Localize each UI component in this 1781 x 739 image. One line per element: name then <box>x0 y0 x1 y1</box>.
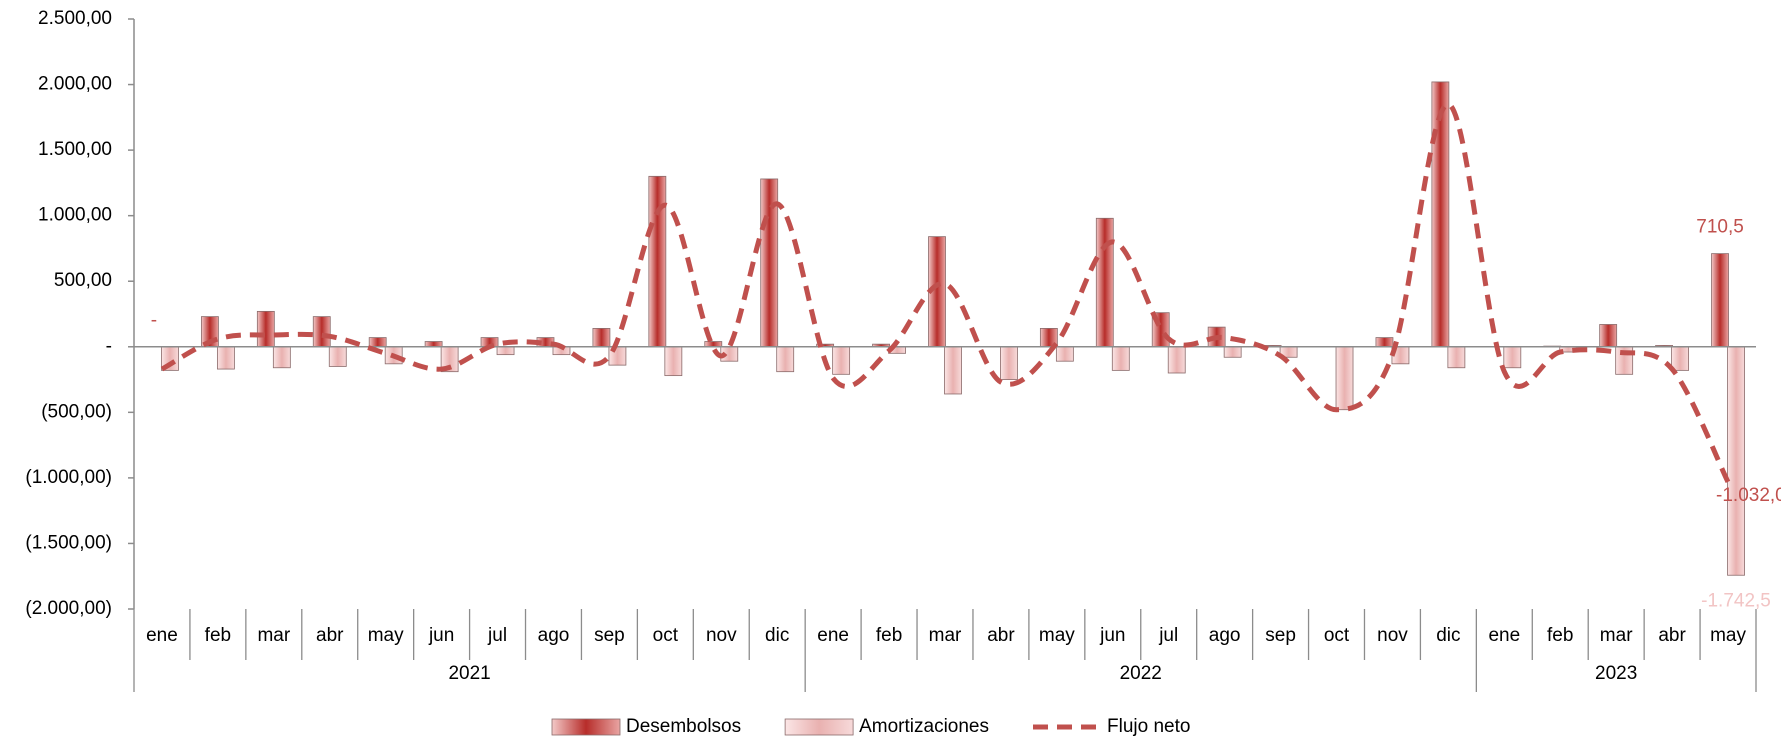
x-tick-label: mar <box>1600 625 1633 646</box>
y-tick-label: 2.500,00 <box>38 8 112 29</box>
bar <box>272 346 291 369</box>
bar <box>1223 346 1242 358</box>
bar <box>424 341 443 348</box>
x-tick-label: ago <box>538 625 570 646</box>
bar <box>704 341 723 348</box>
x-tick-label: nov <box>1377 625 1408 646</box>
year-label: 2023 <box>1595 663 1637 684</box>
x-tick-label: mar <box>257 625 290 646</box>
bar <box>216 346 235 370</box>
x-tick-label: mar <box>929 625 962 646</box>
x-tick-label: ene <box>817 625 849 646</box>
y-tick-label: 2.000,00 <box>38 74 112 95</box>
x-tick-label: may <box>1710 625 1746 646</box>
year-label: 2022 <box>1120 663 1162 684</box>
legend-label: Amortizaciones <box>859 716 989 737</box>
x-tick-label: abr <box>316 625 344 646</box>
bar <box>1000 346 1018 380</box>
year-label: 2021 <box>448 663 490 684</box>
bar <box>368 337 387 348</box>
x-tick-label: oct <box>653 625 679 646</box>
x-tick-label: oct <box>1324 625 1350 646</box>
bar <box>1375 337 1394 348</box>
bar <box>832 346 851 375</box>
x-tick-label: jul <box>487 625 507 646</box>
x-tick-label: may <box>368 625 404 646</box>
bar <box>944 346 962 395</box>
data-label: 710,5 <box>1696 217 1744 238</box>
bar <box>592 328 611 348</box>
bar <box>256 310 275 348</box>
x-tick-label: may <box>1039 625 1075 646</box>
y-tick-label: - <box>106 336 112 357</box>
bar <box>776 346 795 373</box>
data-label: - <box>151 310 157 331</box>
bar <box>1095 217 1114 348</box>
legend-swatch <box>784 718 854 736</box>
legend-label: Desembolsos <box>626 716 741 737</box>
bar <box>1431 81 1450 348</box>
y-tick-label: 500,00 <box>54 270 112 291</box>
x-tick-label: jun <box>1099 625 1125 646</box>
x-tick-label: feb <box>1547 625 1573 646</box>
y-tick-label: 1.000,00 <box>38 205 112 226</box>
y-tick-label: (500,00) <box>41 401 112 422</box>
bar <box>1335 346 1354 411</box>
bar <box>1503 346 1522 369</box>
bar <box>664 346 683 377</box>
x-tick-label: sep <box>1265 625 1296 646</box>
legend-swatch <box>551 718 621 736</box>
bar <box>1671 346 1690 371</box>
line <box>160 101 1731 484</box>
bar <box>328 346 347 367</box>
x-tick-label: dic <box>765 625 789 646</box>
legend-label: Flujo neto <box>1107 716 1190 737</box>
x-tick-label: sep <box>594 625 625 646</box>
x-tick-label: nov <box>706 625 737 646</box>
x-tick-label: abr <box>987 625 1015 646</box>
bar <box>1727 346 1745 576</box>
x-tick-label: ago <box>1209 625 1241 646</box>
y-tick-label: (2.000,00) <box>25 598 112 619</box>
data-label: -1.742,5 <box>1701 590 1771 611</box>
x-tick-label: jun <box>428 625 454 646</box>
y-tick-label: (1.000,00) <box>25 467 112 488</box>
bar <box>1055 346 1074 362</box>
bar <box>312 316 331 348</box>
x-tick-label: feb <box>205 625 231 646</box>
y-tick-label: 1.500,00 <box>38 139 112 160</box>
x-tick-label: ene <box>146 625 178 646</box>
bar <box>1167 346 1186 374</box>
bar <box>648 175 667 348</box>
x-tick-label: jul <box>1158 625 1178 646</box>
bar <box>1447 346 1466 369</box>
data-label: -1.032,0 <box>1716 485 1781 506</box>
x-tick-label: dic <box>1436 625 1460 646</box>
bar <box>1111 346 1130 371</box>
bar <box>1711 253 1729 348</box>
x-tick-label: abr <box>1658 625 1686 646</box>
x-tick-label: ene <box>1488 625 1520 646</box>
bar <box>496 346 515 356</box>
x-tick-label: feb <box>876 625 902 646</box>
y-tick-label: (1.500,00) <box>25 532 112 553</box>
bar <box>1599 324 1618 348</box>
